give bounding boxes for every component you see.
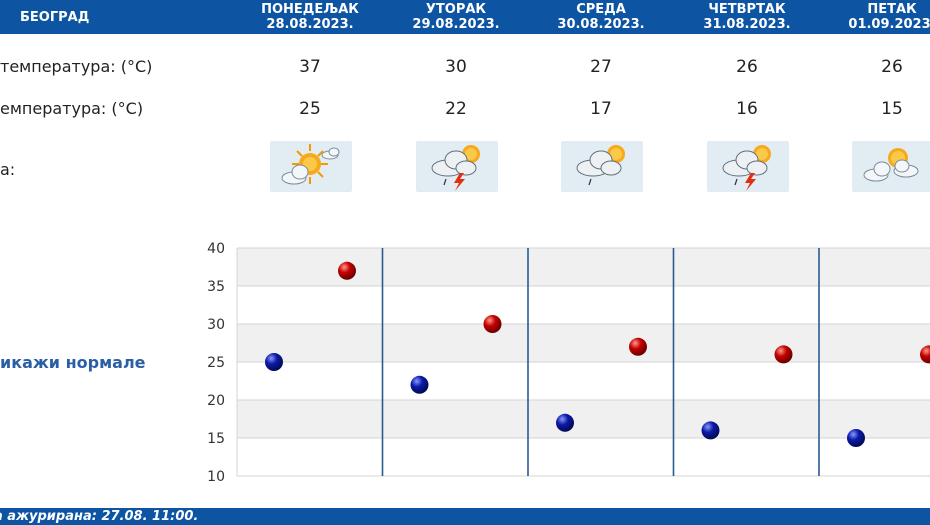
footer-bar: а ажурирана: 27.08. 11:00. [0,508,930,525]
day-date: 29.08.2023. [412,17,500,32]
show-normals-toggle[interactable]: икажи нормале [0,353,146,372]
y-tick-label: 25 [207,355,225,371]
day-date: 28.08.2023. [266,17,354,32]
min-temp-value: 15 [881,99,903,119]
day-date: 31.08.2023. [703,17,791,32]
day-header-4: ЧЕТВРТАК 31.08.2023. [677,2,817,32]
grid-band [237,438,930,476]
light-rain-icon [561,141,643,192]
day-date: 01.09.2023. [848,17,930,32]
min-temp-value: 22 [445,99,467,119]
day-header-1: ПОНЕДЕЉАК 28.08.2023. [240,2,380,32]
max-temp-value: 27 [590,57,612,77]
day-name: СРЕДА [576,2,626,17]
day-header-5: ПЕТАК 01.09.2023. [822,2,930,32]
day-name: ПЕТАК [867,2,917,17]
max-temp-value: 37 [299,57,321,77]
last-updated-text: а ажурирана: 27.08. 11:00. [0,509,199,524]
day-date: 30.08.2023. [557,17,645,32]
min-temp-point [410,375,429,394]
min-temp-value: 25 [299,99,321,119]
max-temp-point [338,261,356,280]
day-name: ЧЕТВРТАК [708,2,786,17]
partly-cloudy-icon [852,141,930,192]
grid-band [237,286,930,324]
y-tick-label: 40 [207,241,225,257]
min-temp-label: емпература: (°C) [0,99,144,118]
max-temp-point [629,337,647,356]
y-tick-label: 10 [207,469,225,485]
min-temp-value: 16 [736,99,758,119]
grid-band [237,400,930,438]
max-temp-point [920,345,930,364]
max-temp-point [483,315,502,333]
min-temp-point [701,421,720,440]
thunderstorm-icon [416,141,498,192]
max-temp-value: 26 [736,57,758,77]
max-temp-value: 26 [881,57,903,77]
temperature-chart: 40 35 30 25 20 15 10 [207,241,930,485]
max-temp-point [774,345,793,364]
min-temp-point [556,413,574,432]
min-temp-value: 17 [590,99,612,119]
day-name: ПОНЕДЕЉАК [261,2,359,17]
max-temp-label: температура: (°C) [0,57,153,76]
day-header-2: УТОРАК 29.08.2023. [386,2,526,32]
sun-behind-cloud-icon [270,141,352,192]
grid-band [237,362,930,400]
day-header-3: СРЕДА 30.08.2023. [531,2,671,32]
y-tick-label: 20 [207,393,225,409]
y-tick-label: 30 [207,317,225,333]
day-name: УТОРАК [425,2,487,17]
forecast-header: БЕОГРАД ПОНЕДЕЉАК 28.08.2023. УТОРАК 29.… [0,0,930,34]
conditions-label: а: [0,160,16,179]
thunderstorm-icon [707,141,789,192]
y-tick-label: 15 [207,431,225,447]
min-temp-point [847,429,865,447]
city-name: БЕОГРАД [20,10,90,25]
min-temp-point [265,353,283,371]
grid-band [237,324,930,362]
max-temp-value: 30 [445,57,467,77]
y-tick-label: 35 [207,279,225,295]
